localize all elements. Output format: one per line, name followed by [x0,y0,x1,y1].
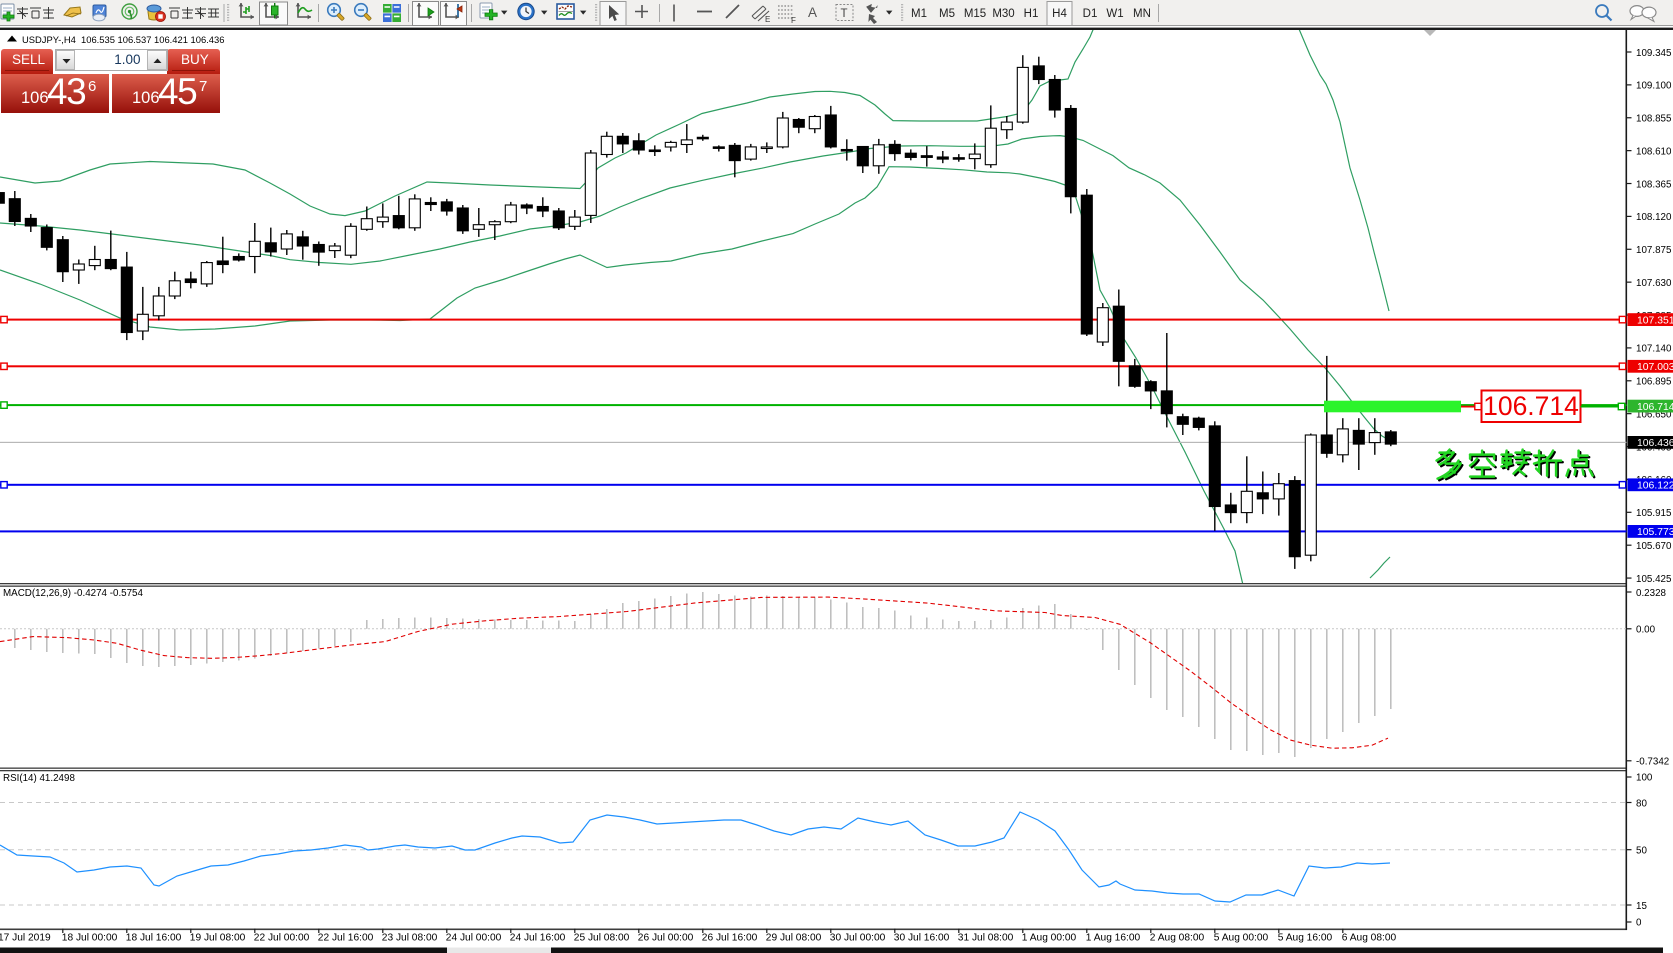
svg-text:0: 0 [1636,918,1642,929]
svg-text:H4: H4 [1052,8,1067,20]
svg-text:26 Jul 16:00: 26 Jul 16:00 [702,933,758,944]
svg-text:H1: H1 [1024,8,1039,20]
svg-text:-0.7342: -0.7342 [1636,757,1669,768]
svg-text:50: 50 [1636,846,1647,857]
svg-text:30 Jul 00:00: 30 Jul 00:00 [830,933,886,944]
svg-text:22 Jul 00:00: 22 Jul 00:00 [254,933,310,944]
svg-text:23 Jul 08:00: 23 Jul 08:00 [382,933,438,944]
svg-text:106.122: 106.122 [1637,481,1673,492]
svg-text:M1: M1 [911,8,927,20]
svg-text:30 Jul 16:00: 30 Jul 16:00 [894,933,950,944]
svg-text:18 Jul 00:00: 18 Jul 00:00 [62,933,118,944]
svg-text:USDJPY-,H4 106.535 106.537 10: USDJPY-,H4 106.535 106.537 106.421 106.4… [22,34,224,45]
svg-text:107.351: 107.351 [1637,315,1673,326]
svg-text:MN: MN [1133,8,1151,20]
svg-text:F: F [791,16,796,25]
svg-text:0.00: 0.00 [1636,625,1656,636]
svg-text:24 Jul 16:00: 24 Jul 16:00 [510,933,566,944]
svg-text:2 Aug 08:00: 2 Aug 08:00 [1150,933,1205,944]
svg-text:E: E [765,15,770,24]
svg-text:1 Aug 00:00: 1 Aug 00:00 [1022,933,1077,944]
svg-text:105.670: 105.670 [1636,541,1672,552]
svg-text:108.855: 108.855 [1636,114,1672,125]
svg-text:5 Aug 00:00: 5 Aug 00:00 [1214,933,1269,944]
svg-text:109.345: 109.345 [1636,48,1672,59]
svg-text:105.915: 105.915 [1636,508,1672,519]
svg-text:W1: W1 [1106,8,1123,20]
svg-text:109.100: 109.100 [1636,81,1672,92]
svg-text:106.714: 106.714 [1637,402,1673,413]
svg-text:15: 15 [1636,901,1647,912]
svg-text:107.630: 107.630 [1636,278,1672,289]
svg-text:5 Aug 16:00: 5 Aug 16:00 [1278,933,1333,944]
svg-text:M15: M15 [964,8,986,20]
svg-text:19 Jul 08:00: 19 Jul 08:00 [190,933,246,944]
svg-text:A: A [808,5,817,20]
svg-text:31 Jul 08:00: 31 Jul 08:00 [958,933,1014,944]
svg-text:106.895: 106.895 [1636,377,1672,388]
svg-text:106.714: 106.714 [1483,391,1579,421]
svg-text:24 Jul 00:00: 24 Jul 00:00 [446,933,502,944]
svg-text:105.425: 105.425 [1636,574,1672,585]
svg-text:MACD(12,26,9) -0.4274 -0.5754: MACD(12,26,9) -0.4274 -0.5754 [3,588,144,599]
svg-text:100: 100 [1636,773,1653,784]
svg-text:T: T [841,8,848,20]
svg-text:106.650: 106.650 [1636,409,1672,420]
svg-text:17 Jul 2019: 17 Jul 2019 [0,933,51,944]
svg-text:105.773: 105.773 [1637,527,1673,538]
svg-text:106.436: 106.436 [1637,438,1673,449]
svg-text:D1: D1 [1083,8,1098,20]
svg-text:25 Jul 08:00: 25 Jul 08:00 [574,933,630,944]
svg-text:108.365: 108.365 [1636,179,1672,190]
svg-text:22 Jul 16:00: 22 Jul 16:00 [318,933,374,944]
svg-text:1 Aug 16:00: 1 Aug 16:00 [1086,933,1141,944]
svg-text:0.2328: 0.2328 [1636,588,1667,599]
svg-text:108.120: 108.120 [1636,212,1672,223]
svg-text:107.875: 107.875 [1636,245,1672,256]
svg-text:RSI(14) 41.2498: RSI(14) 41.2498 [3,773,75,784]
svg-text:M5: M5 [939,8,955,20]
svg-text:26 Jul 00:00: 26 Jul 00:00 [638,933,694,944]
svg-text:108.610: 108.610 [1636,146,1672,157]
svg-text:80: 80 [1636,798,1647,809]
svg-text:6 Aug 08:00: 6 Aug 08:00 [1342,933,1397,944]
svg-text:107.140: 107.140 [1636,344,1672,355]
svg-text:18 Jul 16:00: 18 Jul 16:00 [126,933,182,944]
svg-text:107.003: 107.003 [1637,362,1673,373]
svg-text:M30: M30 [992,8,1014,20]
svg-text:29 Jul 08:00: 29 Jul 08:00 [766,933,822,944]
